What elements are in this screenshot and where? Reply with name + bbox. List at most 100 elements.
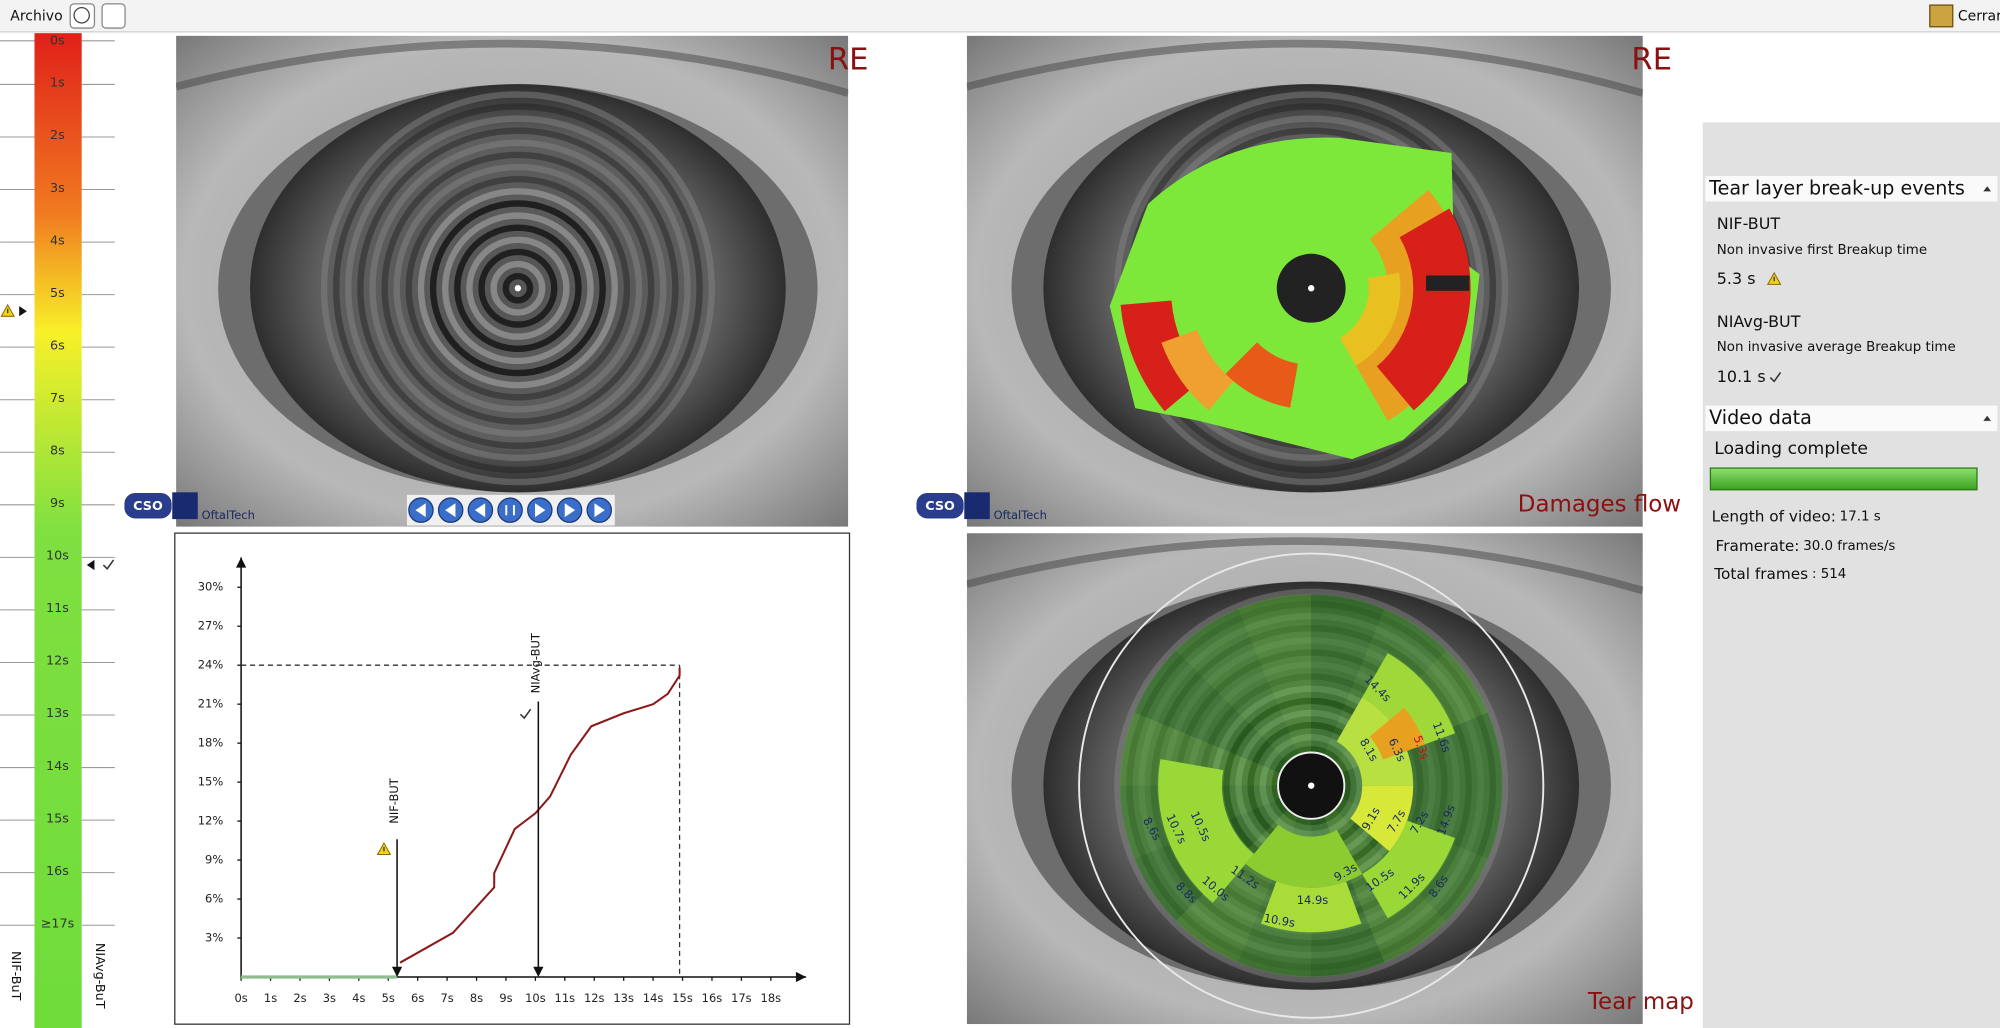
check-icon: [519, 708, 532, 720]
metric-desc: Non invasive average Breakup time: [1717, 340, 1956, 355]
y-tick-label: 18%: [198, 736, 224, 750]
menu-close[interactable]: Cerrar: [1958, 9, 2000, 25]
player-glyph: [415, 503, 426, 518]
tear-map-value: 14.9s: [1297, 893, 1329, 907]
info-label: Framerate:: [1716, 536, 1800, 554]
reflex: [1308, 285, 1315, 292]
sector: [1245, 824, 1363, 888]
eye-side: RE: [1631, 43, 1672, 78]
x-tick-label: 7s: [440, 991, 453, 1005]
scale-label: 6s: [50, 338, 65, 353]
scale-label: 2s: [50, 128, 65, 143]
x-tick-label: 2s: [293, 991, 306, 1005]
sector: [1350, 785, 1414, 852]
scale-label: 7s: [50, 391, 65, 406]
placido-ring: [490, 260, 546, 316]
annotation-head: [391, 966, 403, 977]
video-info: Total frames : 514: [1713, 564, 1846, 582]
sector: [1161, 329, 1234, 411]
section-title: Video data: [1709, 406, 1812, 429]
x-tick-label: 13s: [613, 991, 634, 1005]
placido-ring: [502, 272, 534, 304]
info-value: 17.1 s: [1840, 510, 1881, 525]
section-header[interactable]: [1705, 176, 1998, 202]
sector: [1158, 759, 1254, 903]
y-tick-label: 3%: [205, 931, 223, 945]
tear-map-value: 10.9s: [1263, 911, 1296, 930]
y-tick-label: 24%: [198, 658, 224, 672]
dark-spot: [1425, 275, 1470, 291]
eye-side: RE: [828, 43, 869, 78]
eye-image: [966, 533, 1643, 1025]
sector: [1376, 208, 1471, 411]
scale-label: 0s: [50, 33, 65, 48]
sector: [1311, 594, 1385, 763]
x-arrow: [795, 971, 807, 983]
player-button[interactable]: [497, 497, 523, 523]
scale-bar: [34, 33, 82, 1028]
tool-icon[interactable]: [101, 3, 126, 29]
player-glyph: [564, 503, 576, 518]
view-title: Tear map: [1587, 989, 1694, 1015]
menu-file[interactable]: Archivo: [10, 9, 62, 25]
brand: OftalTech: [994, 508, 1047, 522]
metric-desc: Non invasive first Breakup time: [1717, 243, 1927, 258]
chart-frame: [174, 532, 851, 1025]
placido-ring: [332, 103, 703, 474]
x-tick-label: 0s: [234, 991, 247, 1005]
eyelash: [966, 537, 1643, 595]
x-tick-label: 1s: [264, 991, 277, 1005]
info-label: Total frames: [1713, 564, 1808, 582]
sector: [1369, 707, 1426, 760]
eyelash: [176, 39, 849, 97]
metric-value: 10.1 s: [1717, 367, 1766, 386]
placido-ring: [393, 163, 643, 413]
y-tick-label: 15%: [198, 775, 224, 789]
sector: [1261, 881, 1362, 933]
sector: [1120, 300, 1204, 412]
sector: [1362, 653, 1456, 751]
scale-label: 3s: [50, 181, 65, 196]
placido-ring: [454, 224, 582, 353]
sector: [1225, 342, 1298, 408]
placido-ring: [357, 127, 679, 449]
player-glyph: [594, 503, 605, 518]
x-tick-label: 15s: [672, 991, 693, 1005]
info-label: Length of video:: [1712, 507, 1836, 525]
close-icon[interactable]: [1929, 4, 1954, 28]
check-icon: [1769, 371, 1782, 383]
section-title: Tear layer break-up events: [1708, 176, 1965, 199]
data-line: [399, 667, 681, 964]
x-tick-label: 9s: [499, 991, 512, 1005]
scale-label: 10s: [46, 549, 69, 564]
metric-value: 5.3 s: [1717, 269, 1756, 288]
collapse-icon: [1983, 415, 1992, 421]
y-tick-label: 27%: [198, 619, 224, 633]
logo-mark: [964, 492, 990, 520]
scale-label: 9s: [50, 496, 65, 511]
info-value: 30.0 frames/s: [1803, 539, 1895, 554]
logo-mark: [172, 492, 198, 520]
sector: [1175, 608, 1302, 768]
brand: OftalTech: [202, 508, 255, 522]
sector: [1134, 650, 1294, 776]
annotation-label: NIAvg-BUT: [528, 632, 542, 693]
sidebar: [1702, 122, 2000, 1028]
section-header[interactable]: [1705, 405, 1998, 432]
sector: [1339, 272, 1401, 366]
scale-label: 16s: [46, 864, 69, 879]
x-tick-label: 11s: [555, 991, 576, 1005]
scale-axis-label: NIF-BuT: [8, 951, 23, 1001]
scale-label: 14s: [46, 759, 69, 774]
logo: CSO: [133, 499, 163, 514]
x-tick-label: 14s: [643, 991, 664, 1005]
tear-map-outline: [1078, 552, 1545, 1019]
placido-ring: [441, 212, 594, 365]
placido-ring: [478, 248, 558, 328]
placido-ring: [345, 115, 691, 462]
info-value: : 514: [1812, 567, 1846, 582]
y-tick-label: 21%: [198, 697, 224, 711]
menu-bar: [0, 0, 2000, 32]
player-glyph: [505, 505, 515, 516]
